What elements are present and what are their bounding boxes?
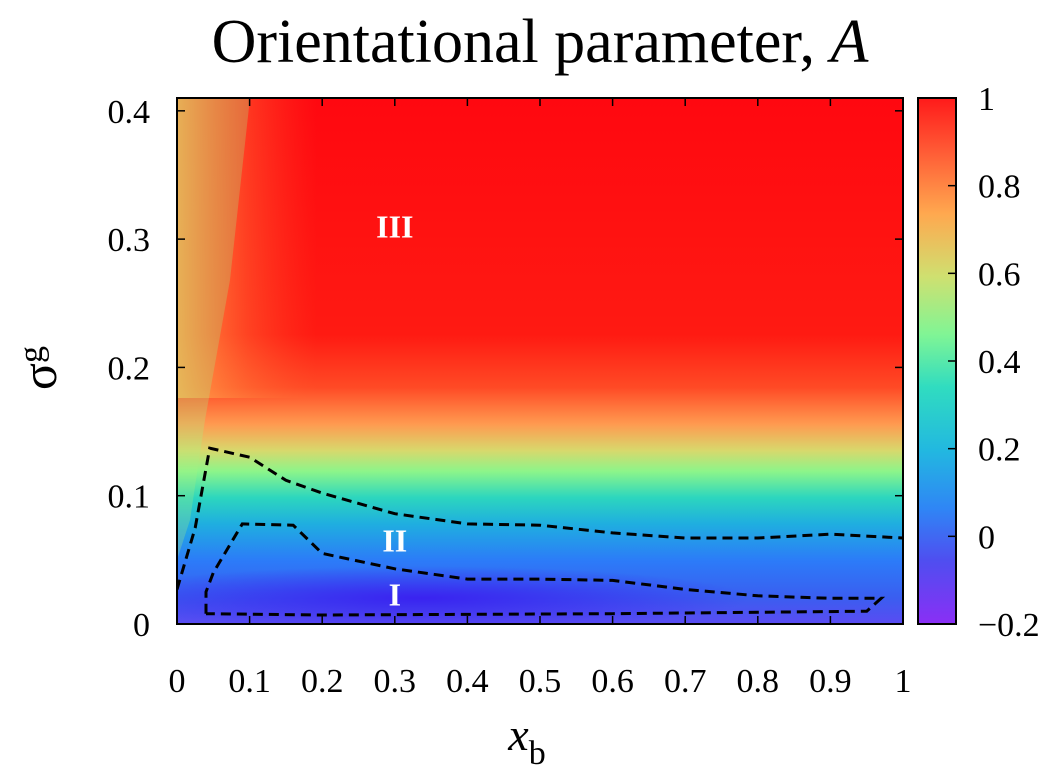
y-tick-label: 0.2	[108, 350, 151, 387]
colorbar-tick-label: 0.2	[978, 432, 1021, 469]
colorbar-tick-label: 0.8	[978, 169, 1021, 206]
chart-title: Orientational parameter, A	[212, 8, 870, 76]
heatmap-left-band	[177, 98, 317, 398]
x-tick-label: 0.9	[809, 663, 852, 700]
heatmap-left-spike	[177, 98, 250, 560]
x-axis: 0 0.1 0.2 0.3 0.4 0.5 0.6 0.7 0.8 0.9 1	[169, 98, 912, 700]
x-tick-label: 0.8	[737, 663, 780, 700]
x-axis-label: xb	[507, 709, 545, 772]
y-tick-label: 0	[133, 607, 150, 644]
x-tick-label: 1	[895, 663, 912, 700]
boundary-line	[177, 446, 903, 590]
x-tick-label: 0.7	[664, 663, 707, 700]
colorbar-tick-label: −0.2	[978, 607, 1040, 644]
x-tick-label: 0.1	[228, 663, 271, 700]
heatmap-field	[177, 98, 903, 624]
region-boundaries	[177, 446, 903, 617]
region-label: I	[389, 576, 401, 612]
x-tick-label: 0.5	[519, 663, 562, 700]
x-tick-label: 0.6	[591, 663, 634, 700]
boundary-line	[204, 522, 886, 617]
y-tick-label: 0.3	[108, 222, 151, 259]
x-tick-label: 0	[169, 663, 186, 700]
y-tick-label: 0.1	[108, 479, 151, 516]
x-tick-label: 0.2	[301, 663, 344, 700]
x-tick-label: 0.3	[374, 663, 417, 700]
x-tick-label: 0.4	[446, 663, 489, 700]
colorbar-tick-label: 0.6	[978, 256, 1021, 293]
heatmap-purple-core	[177, 566, 750, 624]
colorbar-tick-label: 0	[978, 519, 995, 556]
y-axis-label: σg	[11, 346, 67, 390]
y-axis: 0 0.1 0.2 0.3 0.4	[108, 94, 903, 644]
colorbar-ticks: 1 0.8 0.6 0.4 0.2 0 −0.2	[948, 81, 1040, 644]
region-label: III	[376, 208, 413, 244]
colorbar-tick-label: 0.4	[978, 344, 1021, 381]
y-tick-label: 0.4	[108, 94, 151, 131]
region-label: II	[382, 523, 407, 559]
colorbar-tick-label: 1	[978, 81, 995, 118]
